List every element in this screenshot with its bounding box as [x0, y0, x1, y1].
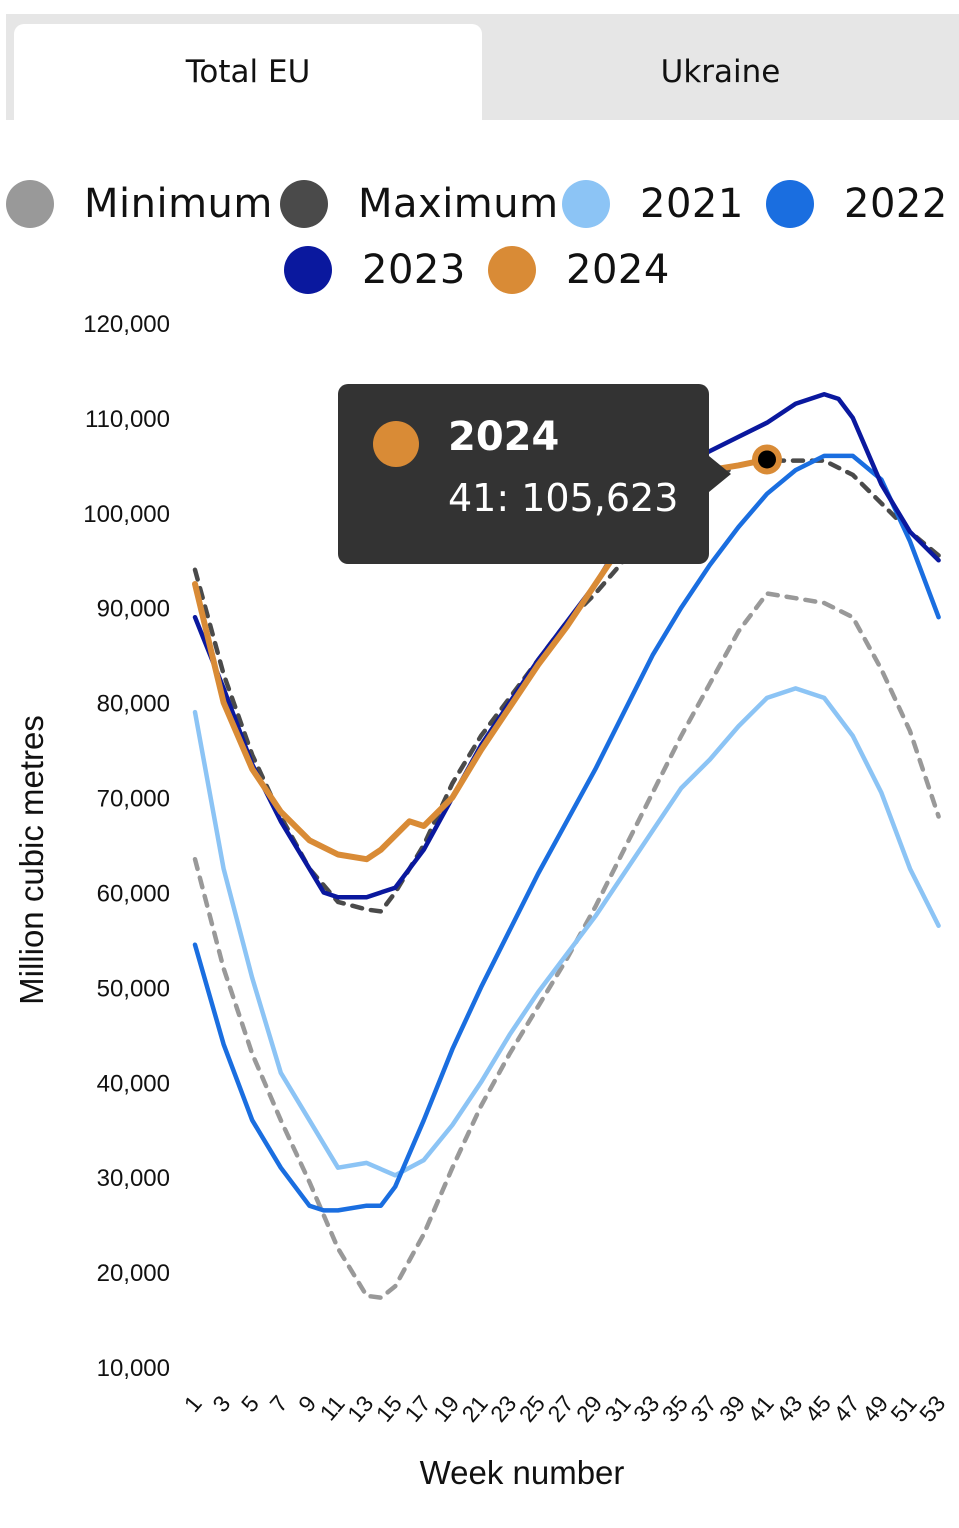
legend-label: 2024	[566, 247, 670, 293]
legend-dot-maximum-icon	[280, 180, 328, 228]
series-line-2022	[192, 453, 941, 1213]
y-tick-label: 90,000	[97, 596, 170, 623]
y-tick-label: 50,000	[97, 975, 170, 1002]
y-tick-label: 80,000	[97, 691, 170, 718]
x-tick-label: 9	[293, 1391, 321, 1418]
y-tick-label: 10,000	[97, 1355, 170, 1382]
tooltip-series-dot-icon	[373, 421, 419, 467]
legend-item-2023[interactable]: 2023	[284, 246, 466, 294]
y-tick-label: 20,000	[97, 1260, 170, 1287]
chart-series	[192, 391, 941, 1300]
legend-dot-2023-icon	[284, 246, 332, 294]
legend-item-maximum[interactable]: Maximum	[280, 180, 559, 228]
legend-label: 2022	[844, 181, 948, 227]
y-tick-label: 60,000	[97, 880, 170, 907]
legend-dot-2021-icon	[562, 180, 610, 228]
x-tick-label: 53	[914, 1391, 950, 1427]
y-axis-ticks: 120,000 110,000 100,000 90,000 80,000 70,000 6…	[83, 311, 170, 1382]
legend-item-2022[interactable]: 2022	[766, 180, 948, 228]
legend-label: 2021	[640, 181, 744, 227]
y-tick-label: 120,000	[83, 311, 170, 338]
legend-item-minimum[interactable]: Minimum	[6, 180, 273, 228]
y-tick-label: 70,000	[97, 786, 170, 813]
y-tick-label: 100,000	[83, 501, 170, 528]
legend-label: 2023	[362, 247, 466, 293]
legend-item-2021[interactable]: 2021	[562, 180, 744, 228]
legend-label: Maximum	[358, 181, 559, 227]
x-tick-label: 7	[264, 1391, 292, 1418]
x-tick-label: 3	[207, 1391, 235, 1418]
y-tick-label: 30,000	[97, 1165, 170, 1192]
y-tick-label: 110,000	[85, 406, 170, 433]
x-axis-ticks: 1 3 5 7 911131517192123252729313335373941434…	[179, 1391, 951, 1427]
legend-dot-2024-icon	[488, 246, 536, 294]
tab-bar: Total EU Ukraine	[6, 14, 959, 120]
series-line-minimum	[192, 591, 941, 1300]
tab-total-eu[interactable]: Total EU	[14, 24, 482, 120]
hover-point-marker[interactable]	[752, 444, 782, 475]
legend-dot-2022-icon	[766, 180, 814, 228]
tooltip-value: 41: 105,623	[448, 476, 679, 520]
tooltip-series-name: 2024	[448, 414, 560, 460]
legend-item-2024[interactable]: 2024	[488, 246, 670, 294]
line-chart: 120,000110,000100,00090,00080,00070,0006…	[13, 311, 951, 1491]
hover-point-dot	[758, 450, 776, 469]
series-line-2021	[192, 686, 941, 1178]
x-tick-label: 5	[236, 1391, 264, 1418]
y-tick-label: 40,000	[97, 1070, 170, 1097]
x-axis-label: Week number	[420, 1454, 625, 1491]
legend-label: Minimum	[84, 181, 273, 227]
legend-dot-minimum-icon	[6, 180, 54, 228]
y-axis-label: Million cubic metres	[13, 715, 50, 1005]
chart-tooltip: 2024 41: 105,623	[338, 384, 731, 564]
x-tick-label: 1	[179, 1391, 207, 1418]
tab-ukraine[interactable]: Ukraine	[660, 54, 781, 90]
